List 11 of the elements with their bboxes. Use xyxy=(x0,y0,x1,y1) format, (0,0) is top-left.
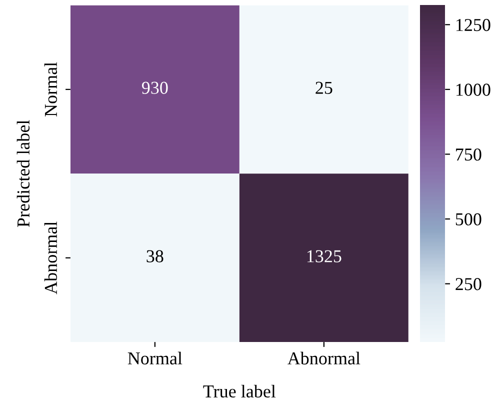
color-bar-label: 1250 xyxy=(456,18,490,32)
data-label: 25 xyxy=(316,82,332,94)
data-label: 38 xyxy=(146,250,164,262)
data-label: 930 xyxy=(142,82,168,94)
x-axis-title: True label xyxy=(203,384,276,398)
color-bar-label: 1000 xyxy=(456,84,490,96)
data-label: 1325 xyxy=(307,250,342,262)
color-bar-label: 250 xyxy=(456,278,482,290)
color-bar-label: 750 xyxy=(456,148,482,161)
y-axis-title: Predicted label xyxy=(16,120,30,228)
color-bar-label: 500 xyxy=(456,213,482,226)
